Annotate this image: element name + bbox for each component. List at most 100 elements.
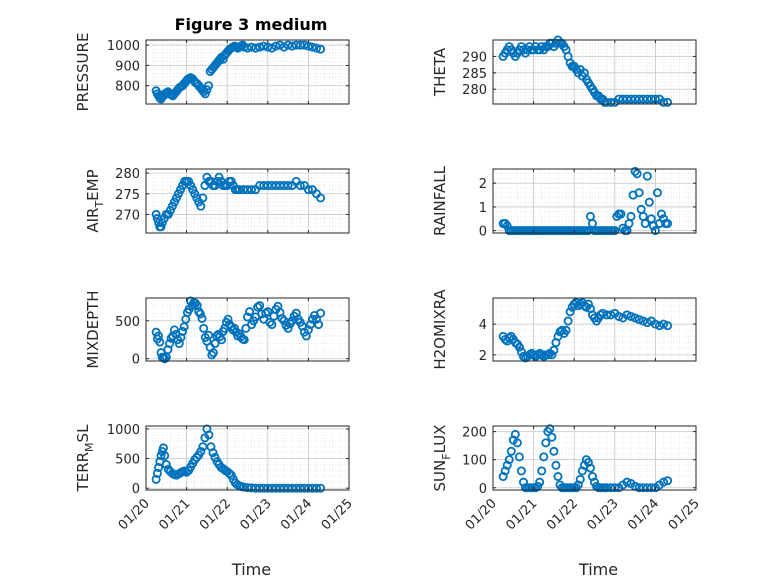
y-tick-label: 900 (115, 59, 140, 74)
data-point (255, 42, 265, 52)
data-point (267, 181, 277, 191)
data-series (151, 424, 326, 493)
data-point (642, 318, 652, 328)
subplot-pressure: 800 900 1000 PRESSURE (74, 33, 350, 112)
data-point (630, 94, 640, 104)
axes-box (145, 297, 350, 362)
data-point (198, 193, 208, 203)
data-point (160, 451, 170, 461)
data-point (303, 185, 313, 195)
data-point (283, 181, 293, 191)
data-point (650, 319, 660, 329)
y-axis-label: PRESSURE (74, 33, 92, 112)
data-point (277, 313, 287, 323)
y-axis-label: THETA (431, 47, 449, 97)
y-tick-label: 800 (115, 80, 140, 95)
data-point (618, 94, 628, 104)
data-point (585, 463, 595, 473)
data-series (498, 298, 673, 363)
data-point (283, 483, 293, 493)
data-point (312, 483, 322, 493)
data-point (259, 181, 269, 191)
axes-box (145, 39, 350, 105)
data-point (516, 347, 526, 357)
data-point (275, 181, 285, 191)
data-point (208, 448, 218, 458)
data-point (642, 171, 652, 181)
data-point (630, 313, 640, 323)
subplot-air-temp: 270 275 280 AIRTEMP (84, 167, 350, 234)
data-point (634, 483, 644, 493)
data-point (614, 311, 624, 321)
data-point (291, 40, 301, 50)
data-point (632, 169, 642, 179)
data-point (626, 211, 636, 221)
data-point (247, 42, 257, 52)
data-point (602, 97, 612, 107)
data-point (234, 185, 244, 195)
data-point (650, 226, 660, 236)
data-point (161, 460, 171, 470)
y-tick-label: 500 (115, 453, 140, 468)
axes-box (492, 425, 697, 491)
data-point (242, 483, 252, 493)
subplot-rainfall: 0 1 2 RAINFALL (431, 165, 697, 240)
data-point (255, 301, 265, 311)
data-point (197, 313, 207, 323)
y-tick-label: 0 (132, 353, 140, 368)
y-tick-label: 2 (479, 349, 487, 364)
y-axis-label-rest: LUX (431, 425, 449, 454)
data-point (598, 308, 608, 318)
data-point (242, 43, 252, 53)
data-point (610, 226, 620, 236)
data-point (316, 44, 326, 54)
axes-box (492, 168, 697, 234)
y-axis-label-rest: EMP (84, 169, 102, 200)
data-point (602, 483, 612, 493)
data-point (638, 94, 648, 104)
y-axis-label: MIXDEPTH (84, 290, 102, 368)
data-point (541, 438, 551, 448)
data-point (152, 468, 162, 478)
data-point (263, 307, 273, 317)
data-point (242, 185, 252, 195)
data-point (245, 307, 255, 317)
data-point (614, 94, 624, 104)
data-point (238, 482, 248, 492)
data-point (642, 483, 652, 493)
data-point (224, 468, 234, 478)
data-point (156, 451, 166, 461)
data-series (151, 296, 326, 364)
data-point (217, 335, 227, 345)
x-axis-label: Time (578, 560, 618, 579)
data-point (663, 321, 673, 331)
data-point (195, 309, 205, 319)
data-point (659, 477, 669, 487)
y-axis-label-main: H2OMIXRA (431, 289, 449, 370)
data-point (259, 41, 269, 51)
data-point (316, 193, 326, 203)
data-point (295, 40, 305, 50)
data-point (583, 226, 593, 236)
data-point (640, 219, 650, 229)
y-tick-label: 1000 (107, 39, 140, 54)
data-point (303, 483, 313, 493)
data-point (646, 94, 656, 104)
data-point (154, 331, 164, 341)
data-point (577, 466, 587, 476)
y-axis-label-main: THETA (431, 47, 449, 97)
axes-box (492, 297, 697, 362)
data-point (654, 321, 664, 331)
data-point (663, 219, 673, 229)
data-point (287, 483, 297, 493)
data-point (251, 43, 261, 53)
y-axis-label-main: MIXDEPTH (84, 290, 102, 368)
data-point (238, 185, 248, 195)
y-axis-label-rest: SL (74, 424, 92, 443)
data-point (659, 319, 669, 329)
data-series (498, 166, 673, 236)
y-tick-label: 0 (479, 225, 487, 240)
data-point (199, 323, 209, 333)
